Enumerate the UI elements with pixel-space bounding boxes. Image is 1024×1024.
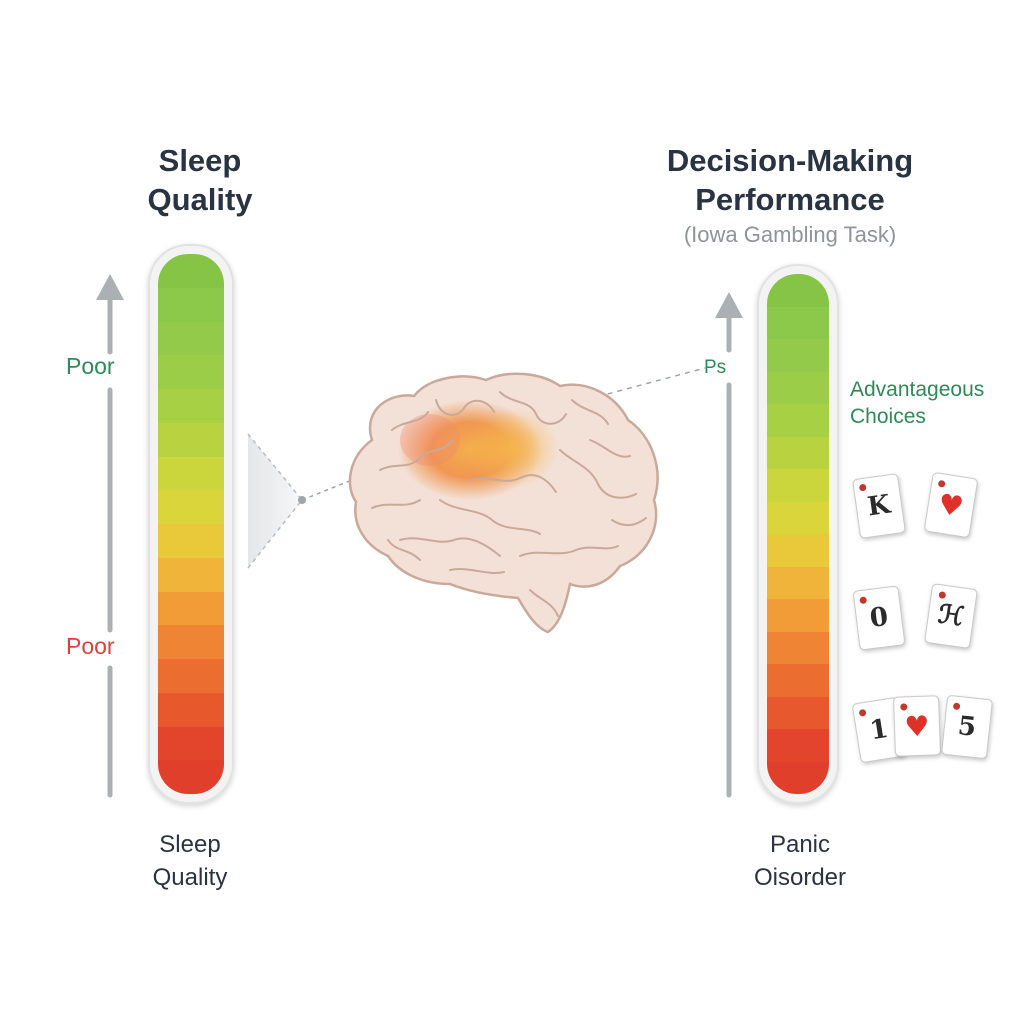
- panic-bottom-line2: Oisorder: [753, 864, 847, 892]
- right-connector: [539, 367, 706, 413]
- bar-segment: [767, 274, 829, 307]
- card-pip: [938, 591, 947, 600]
- left-upper-label: Poor: [66, 353, 115, 379]
- advantageous-line1: Advantageous: [850, 378, 985, 401]
- bar-segment: [767, 631, 829, 664]
- decision-making-title: Decision-Making Performance: [600, 142, 980, 220]
- sleep-title-line2: Quality: [147, 181, 253, 217]
- right-upper-label: Ps: [704, 357, 727, 378]
- bar-segment: [158, 287, 224, 322]
- sleep-title-line1: Sleep: [158, 143, 242, 178]
- bar-segment: [767, 469, 829, 502]
- bar-segment: [767, 761, 829, 794]
- decision-title-line2: Performance: [695, 181, 885, 217]
- playing-card-heart-2: ♥: [892, 695, 942, 757]
- sleep-quality-bottom-label: Sleep Quality: [110, 828, 270, 894]
- left-lower-label: Poor: [66, 633, 115, 659]
- left-axis-arrow-icon: [96, 274, 124, 798]
- sleep-quality-bar: [148, 244, 234, 804]
- card-pip: [858, 483, 867, 492]
- bar-segment: [767, 566, 829, 599]
- card-symbol: ℋ: [936, 599, 966, 633]
- sleep-quality-title: Sleep Quality: [100, 142, 300, 220]
- card-symbol: ♥: [936, 486, 966, 524]
- playing-card-k: K: [852, 473, 906, 539]
- bar-segment: [767, 436, 829, 469]
- card-symbol: K: [865, 489, 893, 523]
- bar-segment: [158, 625, 224, 659]
- panic-bottom-line1: Panic: [769, 831, 831, 858]
- advantageous-line2: Choices: [850, 405, 926, 429]
- bar-segment: [158, 355, 224, 389]
- card-symbol: 5: [956, 711, 978, 743]
- decision-making-gradient: [767, 274, 829, 794]
- bar-segment: [767, 599, 829, 632]
- bar-segment: [767, 729, 829, 762]
- bar-segment: [767, 664, 829, 697]
- bar-segment: [158, 591, 224, 626]
- bar-segment: [158, 456, 224, 491]
- decision-title-line1: Decision-Making: [666, 143, 914, 178]
- card-pip: [859, 596, 868, 605]
- bar-segment: [767, 404, 829, 437]
- card-pip: [952, 702, 961, 711]
- decision-making-bar: [757, 264, 839, 804]
- bar-segment: [767, 696, 829, 729]
- bar-segment: [158, 524, 224, 558]
- sleep-bottom-line1: Sleep: [159, 831, 221, 858]
- bar-segment: [158, 389, 224, 423]
- bar-segment: [158, 726, 224, 761]
- sleep-bottom-line2: Quality: [152, 864, 228, 892]
- playing-card-zero: 0: [852, 585, 906, 651]
- right-axis-arrow-icon: [715, 292, 743, 798]
- sleep-quality-gradient: [158, 254, 224, 794]
- bar-segment: [767, 306, 829, 339]
- card-symbol: 0: [868, 602, 890, 634]
- brain-icon: [348, 372, 659, 634]
- card-symbol: ♥: [903, 709, 931, 743]
- playing-card-h: ℋ: [924, 583, 978, 649]
- playing-card-five: 5: [940, 694, 994, 760]
- iowa-gambling-task-subtitle: (Iowa Gambling Task): [683, 222, 897, 247]
- bar-segment: [767, 501, 829, 534]
- playing-card-heart: ♥: [923, 471, 979, 539]
- card-symbol: 1: [867, 713, 891, 747]
- bar-segment: [158, 490, 224, 524]
- bar-segment: [158, 321, 224, 356]
- bar-segment: [158, 557, 224, 592]
- bar-segment: [158, 760, 224, 794]
- bar-segment: [158, 422, 224, 457]
- bar-segment: [767, 371, 829, 404]
- bar-segment: [158, 692, 224, 727]
- left-connector: [247, 433, 353, 569]
- bar-segment: [767, 534, 829, 567]
- bar-segment: [767, 339, 829, 372]
- bar-segment: [158, 659, 224, 693]
- panic-disorder-bottom-label: Panic Oisorder: [720, 828, 880, 894]
- bar-segment: [158, 254, 224, 288]
- advantageous-choices-label: Advantageous Choices: [850, 376, 1020, 431]
- card-pip: [858, 708, 867, 717]
